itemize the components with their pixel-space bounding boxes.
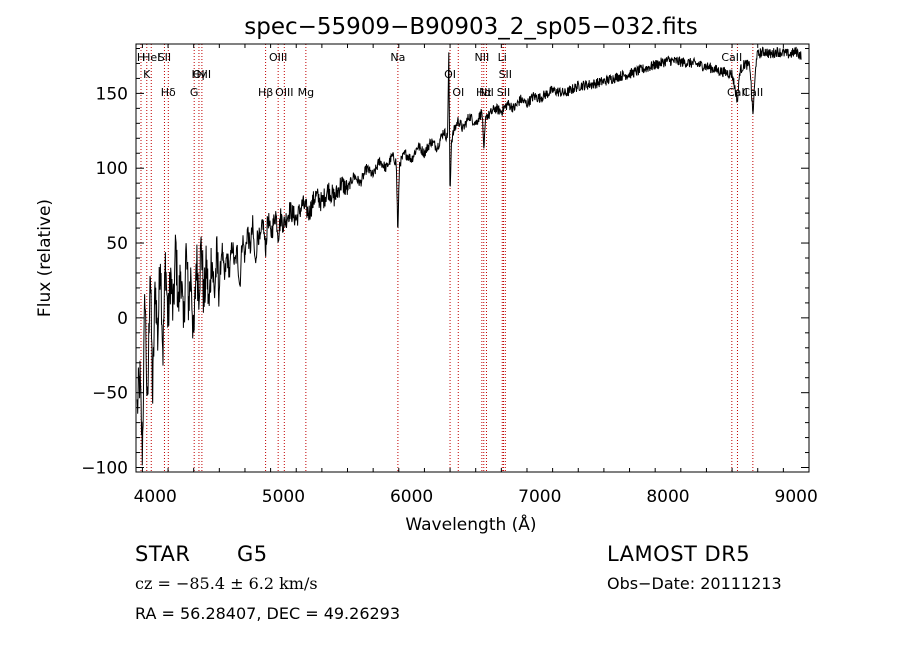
line-label-21: CaII <box>721 51 742 64</box>
plot-frame <box>135 43 810 473</box>
y-axis-label: Flux (relative) <box>35 199 55 317</box>
ra-dec: RA = 56.28407, DEC = 49.26293 <box>135 604 401 623</box>
y-tick-label-1: −50 <box>92 384 128 404</box>
line-label-3: SII <box>158 51 171 64</box>
line-label-16: Hα <box>476 86 492 99</box>
line-label-23: CaII <box>742 86 763 99</box>
line-label-1: K <box>143 68 151 81</box>
x-tick-label-5: 9000 <box>775 487 818 507</box>
line-label-4: Hδ <box>161 86 176 99</box>
line-label-18: Li <box>498 51 507 64</box>
line-label-11: Mg <box>298 86 314 99</box>
x-tick-label-4: 8000 <box>646 487 689 507</box>
x-axis-label: Wavelength (Å) <box>405 513 536 535</box>
line-label-2: HeI <box>142 51 160 64</box>
y-tick-label-4: 100 <box>96 159 128 179</box>
x-tick-label-1: 5000 <box>262 487 305 507</box>
line-label-10: OIII <box>275 86 293 99</box>
y-tick-label-5: 150 <box>96 84 128 104</box>
chart-title: spec−55909−B90903_2_sp05−032.fits <box>244 14 698 40</box>
line-label-15: NII <box>474 51 489 64</box>
x-tick-label-3: 7000 <box>518 487 561 507</box>
spectrum-line <box>136 46 802 466</box>
line-label-5: G <box>190 86 199 99</box>
x-tick-label-2: 6000 <box>390 487 433 507</box>
line-label-6: Hγ <box>192 68 207 81</box>
x-tick-label-0: 4000 <box>134 487 177 507</box>
y-tick-label-3: 50 <box>106 234 128 254</box>
line-label-8: Hβ <box>258 86 273 99</box>
line-label-17: NII <box>479 86 494 99</box>
line-label-19: SII <box>497 86 510 99</box>
line-label-22: CaII <box>727 86 748 99</box>
line-label-7: OIII <box>193 68 211 81</box>
line-label-9: OIII <box>269 51 287 64</box>
y-tick-label-0: −100 <box>81 459 128 479</box>
object-class: STAR <box>135 542 191 566</box>
observation-date: Obs−Date: 20111213 <box>607 574 782 593</box>
survey-name: LAMOST DR5 <box>607 542 751 566</box>
redshift-cz: cz = −85.4 ± 6.2 km/s <box>135 574 318 593</box>
object-subclass: G5 <box>237 542 268 566</box>
line-label-14: OI <box>452 86 464 99</box>
y-tick-label-2: 0 <box>117 309 128 329</box>
line-label-0: H <box>137 51 145 64</box>
line-label-12: Na <box>390 51 405 64</box>
line-label-20: SII <box>499 68 512 81</box>
line-label-13: OI <box>444 68 456 81</box>
